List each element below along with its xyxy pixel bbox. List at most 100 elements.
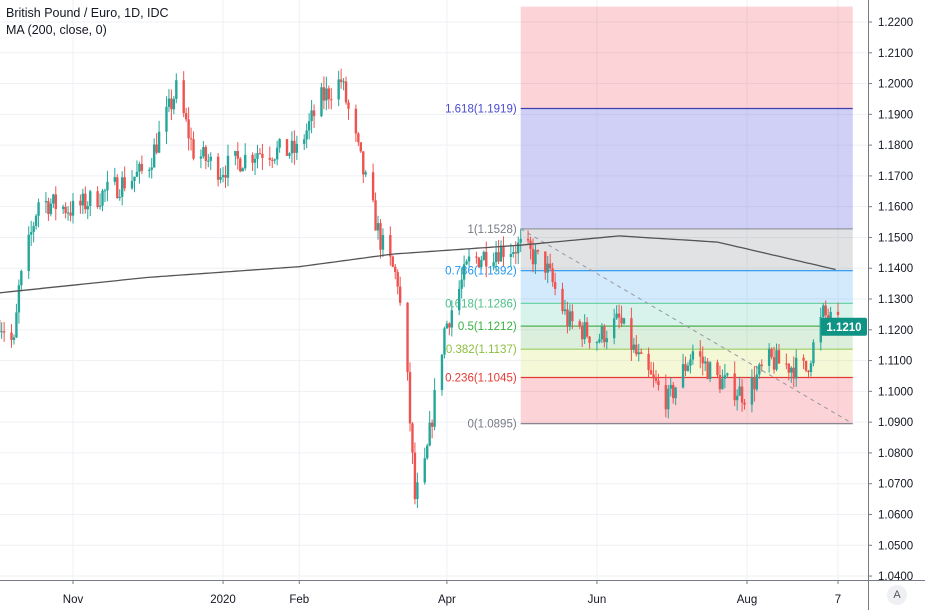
candle-up	[674, 387, 677, 399]
candle-up	[130, 180, 134, 189]
candle-up	[0, 331, 3, 333]
candle-down	[394, 266, 397, 273]
candle-up	[519, 238, 522, 243]
candle-down	[251, 154, 254, 163]
candle-down	[585, 322, 589, 337]
candle-down	[371, 172, 375, 201]
candle-down	[802, 357, 805, 361]
candle-up	[482, 251, 485, 261]
candle-down	[740, 386, 744, 403]
candle-up	[256, 153, 259, 159]
price-tick-label: 1.1300	[878, 294, 913, 306]
candle-down	[580, 326, 584, 340]
candle-up	[632, 344, 636, 350]
price-tick-label: 1.2200	[878, 17, 913, 29]
candle-down	[96, 191, 99, 207]
candle-down	[551, 268, 554, 283]
candle-up	[499, 245, 503, 262]
candle-down	[571, 311, 574, 322]
candle-down	[617, 313, 621, 318]
time-tick-label: Feb	[289, 594, 309, 606]
candle-up	[667, 388, 670, 410]
price-tick-label: 1.1000	[878, 386, 913, 398]
candles	[0, 68, 840, 509]
time-tick-label: Apr	[438, 594, 456, 606]
candle-down	[396, 272, 399, 287]
chart-legend: British Pound / Euro, 1D, IDC MA (200, c…	[6, 5, 169, 39]
fib-zone	[520, 270, 853, 304]
candle-up	[337, 79, 340, 100]
candle-up	[275, 147, 279, 160]
candle-up	[86, 206, 89, 210]
candle-up	[775, 350, 778, 370]
candle-down	[187, 119, 190, 139]
candle-down	[236, 151, 240, 159]
candle-up	[120, 177, 124, 197]
candle-down	[413, 452, 417, 500]
candle-down	[84, 193, 87, 210]
candle-down	[647, 353, 650, 371]
candle-up	[598, 339, 601, 343]
candle-up	[118, 196, 121, 198]
candle-down	[170, 98, 173, 110]
candle-up	[12, 337, 16, 340]
candle-up	[790, 367, 793, 373]
candle-down	[654, 377, 658, 381]
candle-down	[406, 302, 409, 373]
candle-up	[15, 312, 18, 338]
fib-zone	[520, 6, 853, 109]
candle-up	[61, 206, 65, 209]
candle-down	[239, 158, 242, 172]
candle-up	[583, 322, 586, 340]
candle-up	[364, 172, 367, 175]
candle-down	[258, 153, 262, 155]
candle-up	[44, 201, 48, 203]
candle-up	[290, 140, 294, 154]
price-axis	[868, 0, 925, 610]
candle-up	[509, 254, 513, 257]
candle-down	[140, 163, 144, 171]
candle-up	[457, 288, 461, 311]
candle-up	[433, 389, 436, 427]
candle-up	[320, 87, 323, 117]
candle-up	[243, 154, 247, 169]
fib-level-label: 1.618(1.1919)	[445, 103, 517, 115]
candle-up	[460, 279, 463, 289]
candle-down	[312, 110, 316, 117]
price-tick-label: 1.1400	[878, 263, 913, 275]
candle-up	[758, 364, 761, 375]
fib-zone	[520, 228, 853, 271]
candle-down	[664, 385, 668, 410]
candle-up	[305, 130, 308, 140]
candle-up	[708, 362, 712, 379]
price-tick-label: 1.1600	[878, 202, 913, 214]
candle-up	[288, 153, 291, 156]
candle-up	[34, 215, 38, 226]
candle-down	[339, 79, 343, 82]
candle-up	[152, 144, 156, 168]
candle-up	[273, 159, 276, 161]
candle-down	[706, 361, 709, 379]
candle-up	[253, 158, 257, 163]
candle-up	[89, 191, 92, 207]
candle-down	[652, 374, 655, 378]
candle-down	[2, 331, 6, 333]
price-tick-label: 1.0600	[878, 509, 913, 521]
candle-down	[448, 323, 451, 328]
candle-up	[450, 310, 454, 328]
time-tick-label: 2020	[210, 594, 236, 606]
candle-down	[536, 249, 540, 252]
ma-indicator-label[interactable]: MA (200, close, 0)	[6, 23, 107, 37]
fib-zone	[520, 303, 853, 327]
candle-down	[359, 142, 363, 152]
candle-up	[167, 98, 171, 107]
auto-scale-button[interactable]: A	[887, 585, 907, 605]
candle-up	[295, 143, 299, 153]
price-tick-label: 1.1900	[878, 109, 913, 121]
candle-up	[428, 422, 431, 446]
candle-up	[423, 458, 426, 483]
candle-up	[637, 352, 640, 355]
candle-down	[475, 256, 478, 258]
candle-down	[640, 352, 643, 354]
